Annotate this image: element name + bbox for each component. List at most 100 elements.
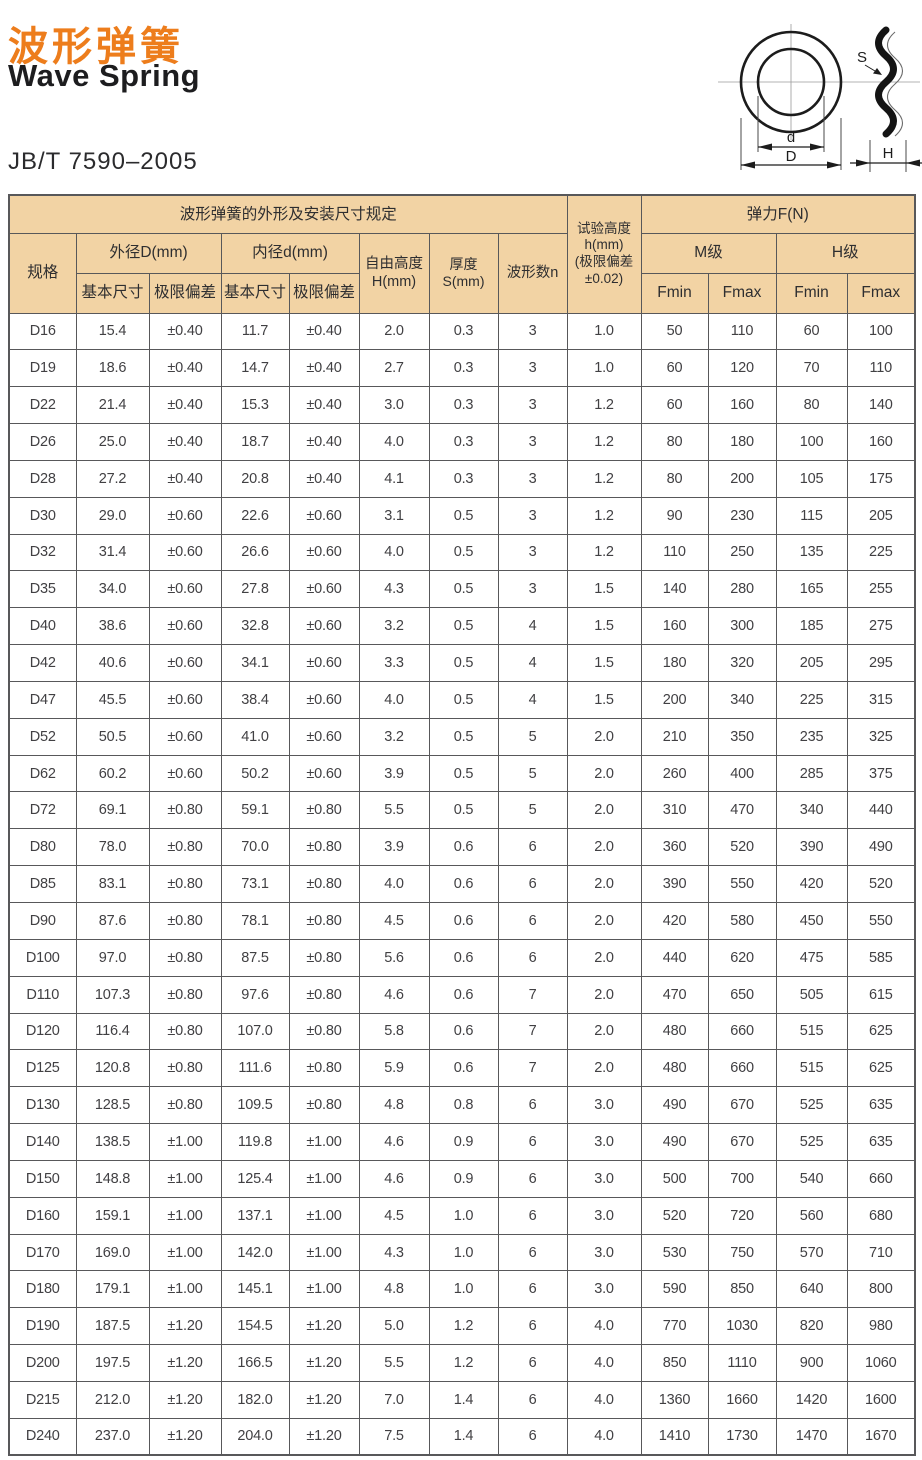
value-cell: ±0.80 (288, 975, 360, 1014)
value-cell: 4.0 (358, 533, 430, 572)
value-cell: 0.3 (428, 386, 499, 425)
spring-back-edge (886, 31, 904, 137)
value-cell: 4.6 (358, 975, 430, 1014)
value-cell: ±0.80 (288, 1012, 360, 1051)
table-row: D28 27.2 ±0.40 20.8 ±0.40 4.1 0.3 3 1.2 80 200 105 1… (8, 459, 916, 498)
value-cell: 0.6 (428, 938, 499, 977)
value-cell: 250 (707, 533, 777, 572)
value-cell: 1.2 (566, 423, 642, 461)
value-cell: 0.5 (428, 717, 499, 756)
spec-cell: D42 (8, 644, 77, 682)
value-cell: 15.4 (75, 312, 150, 351)
table-row: D90 87.6 ±0.80 78.1 ±0.80 4.5 0.6 6 2.0 420 580 450… (8, 902, 916, 940)
value-cell: 480 (640, 1049, 709, 1088)
value-cell: 350 (707, 717, 777, 756)
value-cell: 197.5 (75, 1344, 150, 1382)
table-row: D35 34.0 ±0.60 27.8 ±0.60 4.3 0.5 3 1.5 140 280 165… (8, 570, 916, 609)
value-cell: 7 (497, 1012, 568, 1051)
d-arrow-right (810, 143, 824, 151)
value-cell: ±0.80 (148, 1012, 222, 1051)
value-cell: 169.0 (75, 1233, 150, 1272)
inner-circle (756, 47, 826, 117)
value-cell: 128.5 (75, 1086, 150, 1125)
table-row: D130 128.5 ±0.80 109.5 ±0.80 4.8 0.8 6 3.0 490 670… (8, 1086, 916, 1125)
table-body: D16 15.4 ±0.40 11.7 ±0.40 2.0 0.3 3 1.0 50 110 60 10… (8, 312, 916, 1456)
value-cell: ±0.80 (288, 791, 360, 830)
value-cell: 1.2 (428, 1307, 499, 1346)
spec-cell: D85 (8, 865, 77, 903)
value-cell: 635 (846, 1123, 916, 1161)
value-cell: 6 (497, 902, 568, 940)
value-cell: 4.0 (566, 1344, 642, 1382)
value-cell: 14.7 (220, 349, 290, 388)
value-cell: 5.5 (358, 791, 430, 830)
value-cell: 110 (846, 349, 916, 388)
value-cell: ±0.60 (288, 607, 360, 646)
header-limit-dev-id: 极限偏差 (288, 272, 360, 314)
value-cell: 109.5 (220, 1086, 290, 1125)
d-arrow-left (758, 143, 772, 151)
value-cell: ±1.00 (148, 1233, 222, 1272)
value-cell: 1.0 (566, 312, 642, 351)
value-cell: 0.5 (428, 754, 499, 793)
value-cell: 6 (497, 1307, 568, 1346)
value-cell: 1470 (775, 1417, 848, 1456)
value-cell: 325 (846, 717, 916, 756)
value-cell: ±0.60 (288, 754, 360, 793)
value-cell: 625 (846, 1012, 916, 1051)
value-cell: ±0.40 (148, 459, 222, 498)
table-row: D32 31.4 ±0.60 26.6 ±0.60 4.0 0.5 3 1.2 110 250 135… (8, 533, 916, 572)
value-cell: 179.1 (75, 1270, 150, 1309)
value-cell: 2.7 (358, 349, 430, 388)
value-cell: ±1.00 (288, 1196, 360, 1235)
value-cell: 26.6 (220, 533, 290, 572)
value-cell: 11.7 (220, 312, 290, 351)
header-group-title: 波形弹簧的外形及安装尺寸规定 (8, 194, 568, 234)
value-cell: ±1.20 (148, 1380, 222, 1419)
value-cell: 18.7 (220, 423, 290, 461)
value-cell: 400 (707, 754, 777, 793)
value-cell: 1660 (707, 1380, 777, 1419)
table-row: D80 78.0 ±0.80 70.0 ±0.80 3.9 0.6 6 2.0 360 520 390… (8, 828, 916, 867)
value-cell: 505 (775, 975, 848, 1014)
value-cell: ±0.80 (288, 902, 360, 940)
D-arrow-right (827, 161, 841, 169)
value-cell: 1.5 (566, 644, 642, 682)
value-cell: 135 (775, 533, 848, 572)
value-cell: 440 (640, 938, 709, 977)
value-cell: 4.0 (358, 680, 430, 719)
value-cell: 115 (775, 496, 848, 535)
value-cell: 0.3 (428, 423, 499, 461)
value-cell: 87.6 (75, 902, 150, 940)
value-cell: 1730 (707, 1417, 777, 1456)
value-cell: ±0.60 (148, 570, 222, 609)
value-cell: 2.0 (358, 312, 430, 351)
value-cell: ±0.80 (148, 1049, 222, 1088)
value-cell: 0.3 (428, 459, 499, 498)
value-cell: 2.0 (566, 1012, 642, 1051)
value-cell: 187.5 (75, 1307, 150, 1346)
value-cell: 340 (775, 791, 848, 830)
value-cell: 515 (775, 1012, 848, 1051)
table-row: D170 169.0 ±1.00 142.0 ±1.00 4.3 1.0 6 3.0 530 750… (8, 1233, 916, 1272)
value-cell: 560 (775, 1196, 848, 1235)
value-cell: 640 (775, 1270, 848, 1309)
value-cell: 490 (640, 1086, 709, 1125)
spec-cell: D180 (8, 1270, 77, 1309)
header-basic-size-id: 基本尺寸 (220, 272, 290, 314)
value-cell: 340 (707, 680, 777, 719)
value-cell: 525 (775, 1086, 848, 1125)
value-cell: 4 (497, 607, 568, 646)
spec-cell: D215 (8, 1380, 77, 1419)
value-cell: 166.5 (220, 1344, 290, 1382)
value-cell: 580 (707, 902, 777, 940)
value-cell: 530 (640, 1233, 709, 1272)
value-cell: 5.8 (358, 1012, 430, 1051)
header-limit-dev-od: 极限偏差 (148, 272, 222, 314)
value-cell: 550 (846, 902, 916, 940)
spec-cell: D26 (8, 423, 77, 461)
value-cell: 5.9 (358, 1049, 430, 1088)
spec-cell: D47 (8, 680, 77, 719)
value-cell: 69.1 (75, 791, 150, 830)
value-cell: 585 (846, 938, 916, 977)
